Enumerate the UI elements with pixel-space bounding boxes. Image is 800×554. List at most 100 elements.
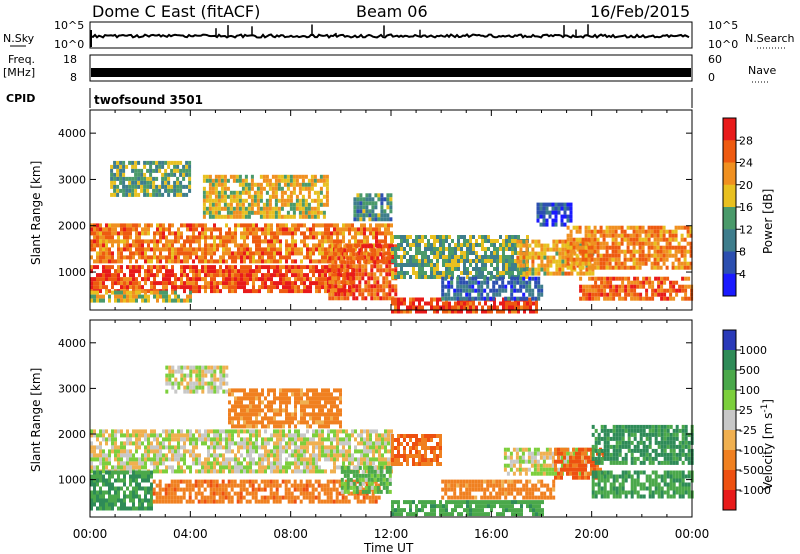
data-cell	[141, 251, 144, 256]
data-cell	[677, 261, 681, 266]
data-cell	[258, 269, 261, 274]
data-cell	[102, 453, 105, 458]
data-cell	[457, 239, 460, 243]
data-cell	[138, 231, 141, 236]
data-cell	[152, 479, 156, 484]
data-cell	[210, 265, 213, 270]
data-cell	[318, 259, 321, 264]
data-cell	[360, 441, 363, 446]
data-cell	[466, 243, 469, 247]
data-cell	[647, 253, 651, 258]
data-cell	[644, 261, 648, 266]
nsearch-tick-bottom: 10^0	[708, 38, 738, 51]
data-cell	[147, 437, 150, 442]
data-cell	[632, 257, 636, 262]
data-cell	[250, 186, 254, 191]
data-cell	[198, 273, 201, 278]
data-cell	[150, 449, 153, 454]
data-cell	[602, 245, 606, 250]
data-cell	[102, 494, 105, 499]
data-cell	[442, 243, 445, 247]
data-cell	[149, 168, 153, 173]
data-cell	[450, 296, 454, 301]
data-cell	[360, 251, 363, 256]
data-cell	[234, 429, 237, 434]
data-cell	[384, 235, 387, 240]
data-cell	[297, 461, 300, 466]
data-cell	[207, 243, 210, 248]
data-cell	[191, 487, 195, 492]
data-cell	[337, 248, 341, 253]
data-cell	[267, 285, 270, 290]
data-cell	[128, 176, 132, 181]
data-cell	[286, 182, 290, 187]
data-cell	[213, 461, 216, 466]
data-cell	[370, 252, 374, 257]
data-cell	[276, 235, 279, 240]
data-cell	[442, 235, 445, 239]
data-cell	[294, 223, 297, 228]
data-cell	[150, 223, 153, 228]
data-cell	[642, 296, 646, 301]
data-cell	[327, 437, 330, 442]
data-cell	[168, 281, 171, 286]
data-cell	[584, 233, 588, 238]
data-cell	[240, 461, 243, 466]
data-cell	[614, 241, 618, 246]
data-cell	[366, 437, 369, 442]
data-cell	[208, 186, 212, 191]
data-cell	[129, 457, 132, 462]
data-cell	[324, 239, 327, 244]
data-cell	[487, 247, 490, 251]
data-cell	[608, 253, 612, 258]
data-cell	[255, 231, 258, 236]
data-cell	[231, 457, 234, 462]
data-cell	[499, 259, 502, 263]
data-cell	[99, 239, 102, 244]
data-cell	[265, 202, 269, 207]
data-cell	[400, 235, 403, 239]
data-cell	[424, 301, 427, 306]
data-cell	[297, 445, 300, 450]
data-cell	[318, 223, 321, 228]
data-cell	[144, 506, 147, 511]
data-cell	[525, 255, 529, 260]
data-cell	[472, 267, 475, 271]
data-cell	[460, 309, 463, 314]
data-cell	[173, 491, 177, 496]
data-cell	[174, 235, 177, 240]
data-cell	[150, 255, 153, 260]
data-cell	[358, 264, 362, 269]
data-cell	[363, 461, 366, 466]
data-cell	[282, 465, 285, 470]
data-cell	[318, 277, 321, 282]
data-cell	[303, 453, 306, 458]
data-cell	[165, 285, 168, 290]
data-cell	[327, 433, 330, 438]
data-cell	[457, 305, 460, 310]
data-cell	[333, 437, 336, 442]
data-cell	[359, 197, 363, 202]
data-cell	[240, 273, 243, 278]
data-cell	[221, 491, 225, 496]
data-cell	[382, 252, 386, 257]
data-cell	[285, 243, 288, 248]
data-cell	[358, 292, 362, 297]
data-cell	[110, 184, 114, 189]
data-cell	[93, 465, 96, 470]
data-cell	[219, 289, 222, 294]
data-cell	[337, 292, 341, 297]
data-cell	[219, 239, 222, 244]
data-cell	[155, 168, 159, 173]
data-cell	[126, 243, 129, 248]
data-cell	[234, 231, 237, 236]
data-cell	[324, 251, 327, 256]
data-cell	[90, 502, 93, 507]
data-cell	[99, 502, 102, 507]
data-cell	[140, 188, 144, 193]
data-cell	[183, 281, 186, 286]
data-cell	[400, 247, 403, 251]
data-cell	[96, 265, 99, 270]
data-cell	[255, 461, 258, 466]
data-cell	[307, 190, 311, 195]
